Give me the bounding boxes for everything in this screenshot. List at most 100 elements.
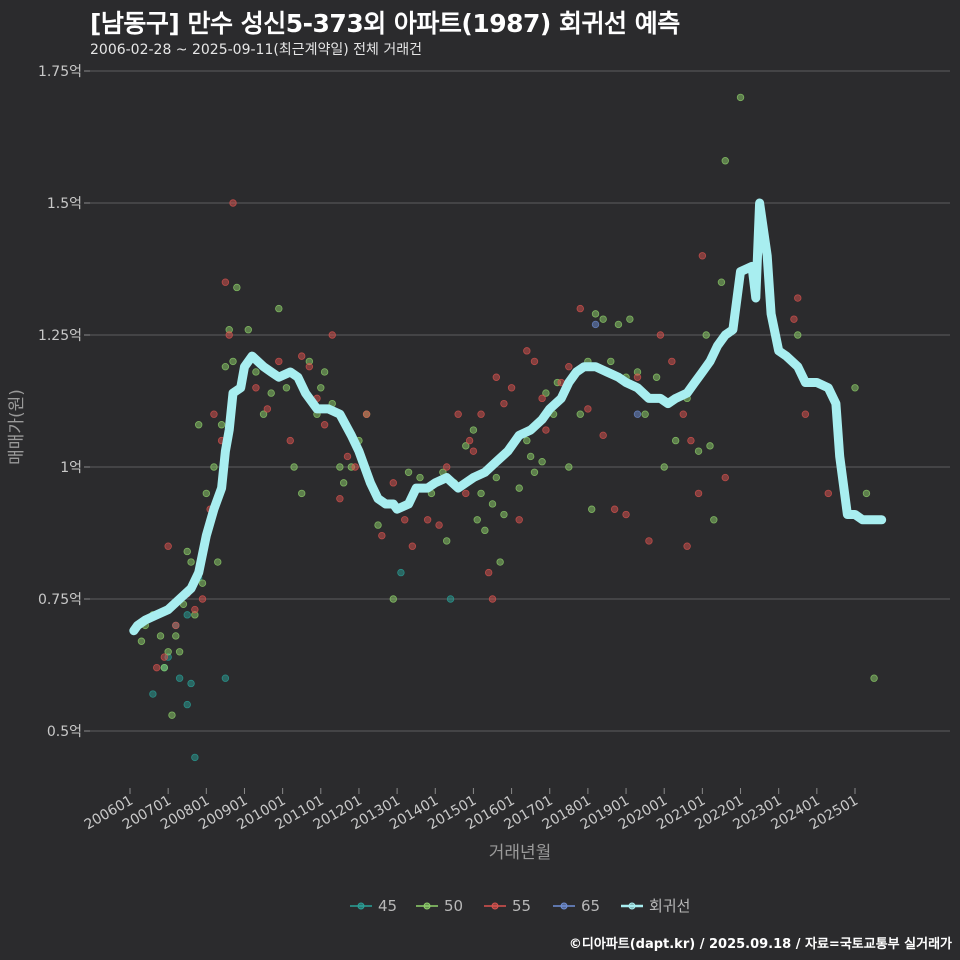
data-point-55 — [454, 410, 462, 418]
data-point-55 — [801, 410, 810, 418]
data-point-50 — [488, 500, 497, 508]
data-point-50 — [404, 468, 413, 476]
data-point-55 — [286, 436, 294, 445]
data-point-55 — [683, 542, 691, 550]
chart-subtitle: 2006-02-28 ~ 2025-09-11(최근계약일) 전체 거래건 — [90, 42, 422, 58]
data-point-55 — [507, 384, 516, 392]
data-point-50 — [168, 711, 176, 719]
data-point-55 — [484, 568, 493, 577]
data-point-50 — [862, 489, 871, 498]
data-point-55 — [423, 516, 432, 524]
data-point-50 — [694, 447, 703, 455]
data-point-65 — [633, 410, 642, 418]
data-point-50 — [374, 521, 382, 529]
y-tick-label: 1.25억 — [38, 328, 82, 344]
data-point-55 — [698, 252, 707, 260]
data-point-55 — [523, 347, 531, 355]
data-point-50 — [320, 368, 329, 376]
data-point-50 — [599, 315, 607, 323]
data-point-55 — [542, 426, 550, 434]
data-point-50 — [221, 362, 230, 371]
data-point-50 — [652, 373, 661, 381]
data-point-50 — [614, 320, 623, 329]
data-point-50 — [717, 278, 726, 286]
data-point-55 — [263, 405, 272, 413]
data-point-50 — [290, 463, 298, 471]
y-tick-label: 1.5억 — [47, 196, 82, 212]
data-point-45 — [183, 700, 191, 709]
data-point-50 — [736, 93, 745, 102]
data-point-50 — [721, 157, 729, 165]
data-point-55 — [645, 537, 653, 545]
data-point-55 — [721, 473, 729, 482]
data-point-50 — [473, 516, 481, 524]
data-point-50 — [469, 426, 478, 434]
data-point-50 — [492, 473, 501, 482]
data-point-55 — [668, 357, 676, 366]
legend-marker-50 — [423, 902, 431, 910]
data-point-55 — [164, 542, 172, 550]
data-point-50 — [443, 537, 451, 545]
data-point-45 — [149, 690, 157, 698]
data-point-50 — [198, 579, 207, 587]
chart-title: [남동구] 만수 성신5-373외 아파트(1987) 회귀선 예측 — [90, 9, 680, 38]
data-point-55 — [465, 436, 474, 445]
y-tick-label: 1.75억 — [38, 64, 82, 80]
data-point-50 — [137, 637, 146, 645]
data-point-50 — [530, 468, 539, 476]
data-point-50 — [591, 310, 600, 318]
data-point-50 — [172, 632, 180, 640]
legend-label-50: 50 — [444, 897, 463, 915]
legend-marker-55 — [491, 902, 499, 910]
data-point-55 — [599, 431, 607, 440]
legend-label-55: 55 — [512, 897, 531, 915]
data-point-55 — [694, 489, 703, 498]
data-point-50 — [794, 331, 802, 339]
data-point-50 — [538, 458, 546, 466]
data-point-55 — [275, 357, 283, 366]
data-point-55 — [790, 315, 798, 323]
data-point-50 — [164, 648, 172, 656]
legend-marker-45 — [357, 902, 365, 910]
data-point-55 — [210, 410, 218, 418]
data-point-50 — [252, 368, 260, 376]
data-point-50 — [542, 389, 550, 397]
data-point-55 — [191, 605, 199, 614]
data-point-50 — [317, 384, 325, 392]
data-point-55 — [198, 595, 207, 603]
data-point-50 — [660, 463, 668, 471]
legend-marker-regression — [628, 902, 636, 910]
data-point-55 — [794, 294, 802, 302]
data-point-50 — [202, 489, 211, 498]
data-point-55 — [656, 331, 665, 339]
data-point-50 — [210, 463, 218, 471]
data-point-50 — [641, 410, 649, 418]
data-point-45 — [446, 595, 455, 603]
data-point-50 — [416, 473, 424, 482]
gridlines — [90, 70, 950, 732]
y-tick-label: 1억 — [60, 460, 82, 476]
data-point-45 — [397, 568, 405, 577]
x-axis-title: 거래년월 — [489, 843, 552, 863]
data-point-50 — [244, 326, 252, 334]
data-point-55 — [401, 516, 409, 524]
data-point-55 — [172, 621, 180, 630]
data-point-50 — [565, 463, 573, 471]
data-point-50 — [229, 357, 237, 366]
data-point-50 — [607, 357, 615, 366]
data-point-55 — [584, 405, 592, 413]
scatter-points — [137, 93, 878, 762]
y-tick-label: 0.5억 — [47, 724, 82, 740]
data-point-55 — [362, 410, 371, 418]
data-point-55 — [500, 399, 508, 408]
regression-line — [129, 198, 887, 636]
data-point-50 — [523, 436, 531, 445]
data-point-50 — [870, 674, 878, 682]
data-point-55 — [565, 362, 573, 371]
data-point-55 — [343, 452, 352, 461]
data-point-50 — [671, 436, 680, 445]
data-point-55 — [336, 494, 344, 503]
data-point-50 — [462, 442, 470, 450]
data-point-50 — [576, 410, 584, 418]
data-point-50 — [156, 632, 165, 640]
